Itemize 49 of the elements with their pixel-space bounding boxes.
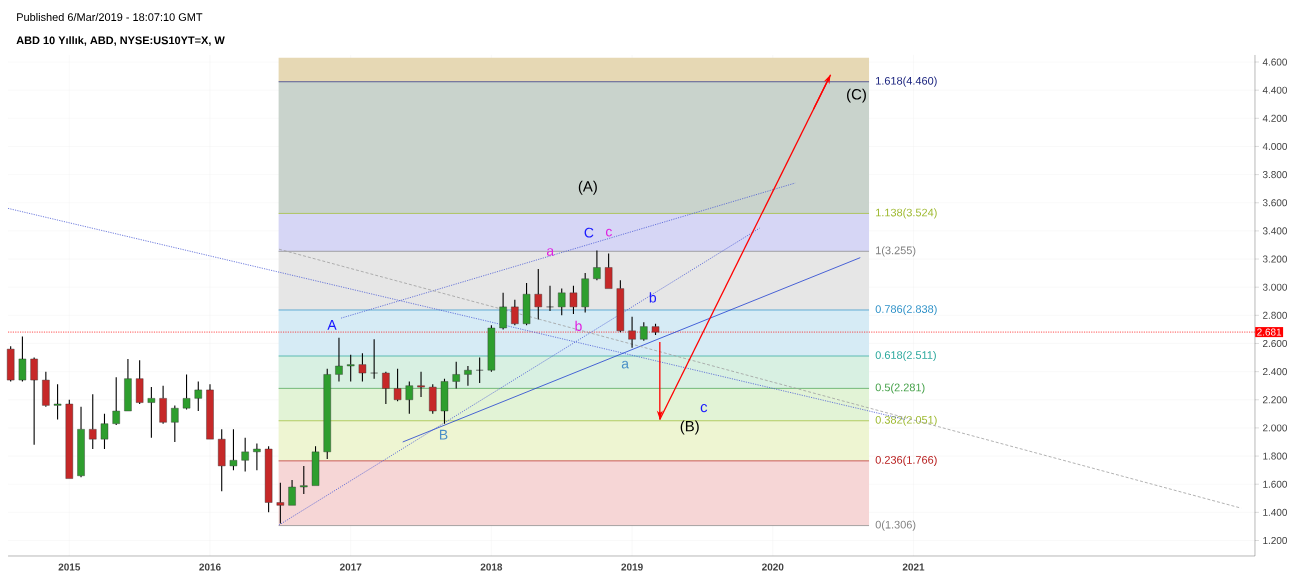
y-tick-label: 3.600 xyxy=(1262,199,1288,207)
ref-line-label: 0.382(2.051) xyxy=(875,415,937,426)
y-tick-label: 2.600 xyxy=(1262,339,1288,348)
annotation: a xyxy=(621,360,629,369)
x-tick-label: 2016 xyxy=(199,563,221,571)
ref-line-label: 1.618(4.460) xyxy=(876,76,937,87)
annotation: (C) xyxy=(847,88,866,103)
y-tick-label: 4.200 xyxy=(1262,114,1288,122)
ref-line-label: 1.138(3.524) xyxy=(876,208,937,219)
annotation: c xyxy=(700,404,708,413)
x-tick-label: 2015 xyxy=(58,563,81,571)
annotation: C xyxy=(584,227,594,238)
annotation: b xyxy=(649,292,657,303)
y-tick-label: 3.400 xyxy=(1262,227,1288,235)
ref-line-label: 1(3.255) xyxy=(876,246,916,257)
ref-line-label: 2.681 xyxy=(1257,328,1282,336)
annotation: (A) xyxy=(578,180,597,195)
y-tick-label: 3.000 xyxy=(1262,283,1288,291)
x-tick-label: 2020 xyxy=(762,563,784,571)
ref-line-label: 0.786(2.838) xyxy=(875,304,937,316)
y-tick-label: 1.400 xyxy=(1263,508,1288,516)
text: Published 6/Mar/2019 - 18:07:10 GMT xyxy=(17,12,203,22)
annotation: (B) xyxy=(680,420,699,435)
y-tick-label: 2.400 xyxy=(1262,368,1288,376)
chart-title: ABD 10 Yıllık, ABD, NYSE:US10YT=X, W xyxy=(16,36,225,46)
annotation: a xyxy=(546,248,555,256)
y-tick-label: 1.200 xyxy=(1263,536,1288,545)
x-tick-label: 2018 xyxy=(480,563,503,571)
ref-line-label: 0(1.306) xyxy=(875,520,916,531)
y-tick-label: 4.000 xyxy=(1262,142,1288,150)
y-tick-label: 2.200 xyxy=(1262,396,1288,404)
annotation: B xyxy=(439,429,448,440)
ref-line-label: 0.618(2.511) xyxy=(875,350,936,362)
y-tick-label: 1.600 xyxy=(1263,480,1288,488)
annotation: b xyxy=(575,320,582,332)
y-tick-label: 4.600 xyxy=(1262,58,1288,66)
ref-line-label: 0.236(1.766) xyxy=(875,455,937,466)
x-tick-label: 2017 xyxy=(339,563,362,571)
y-tick-label: 4.400 xyxy=(1262,86,1288,94)
y-tick-label: 3.200 xyxy=(1262,255,1288,263)
y-tick-label: 2.000 xyxy=(1262,424,1288,432)
y-tick-label: 2.800 xyxy=(1262,311,1288,319)
y-tick-label: 1.800 xyxy=(1263,452,1288,460)
annotation: c xyxy=(605,228,612,237)
x-tick-label: 2019 xyxy=(621,563,643,571)
x-tick-label: 2021 xyxy=(902,563,925,571)
ref-line-label: 0.5(2.281) xyxy=(875,383,925,394)
y-tick-label: 3.800 xyxy=(1262,171,1288,179)
annotation: A xyxy=(327,320,337,330)
